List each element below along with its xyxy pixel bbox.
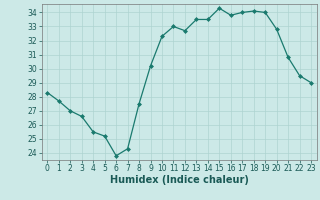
X-axis label: Humidex (Indice chaleur): Humidex (Indice chaleur) xyxy=(110,175,249,185)
